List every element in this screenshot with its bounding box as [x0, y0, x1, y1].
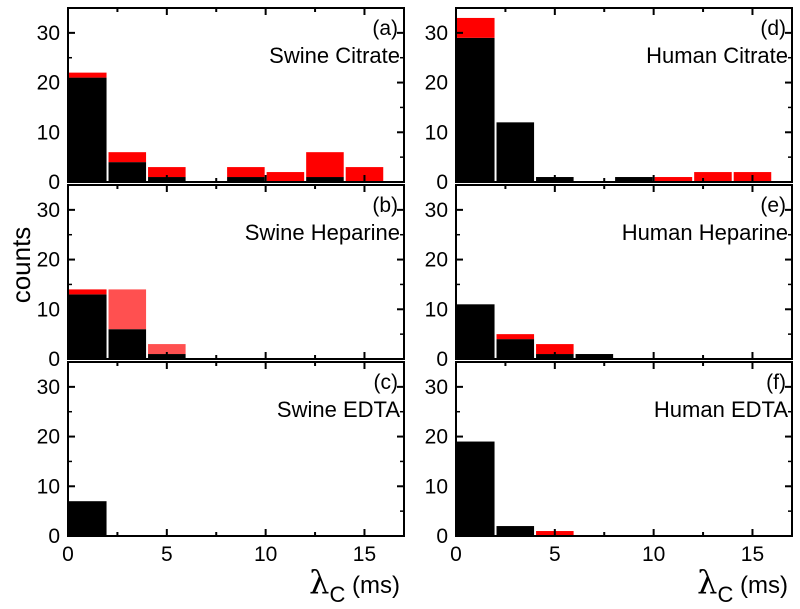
y-tick-label-1-10: 10: [425, 121, 448, 144]
bar-red-0-2: [148, 167, 186, 178]
y-tick-label-1-20: 20: [425, 72, 448, 95]
x-axis-label-0: λC (ms): [309, 563, 400, 607]
bar-red-3-1: [496, 334, 535, 340]
bar-black-3-1: [496, 339, 535, 359]
y-tick-label-0-20: 20: [37, 72, 60, 95]
bar-black-5-0: [456, 441, 495, 536]
x-tick-label-5-15: 15: [741, 543, 764, 566]
y-tick-label-2-10: 10: [37, 298, 60, 321]
bar-red-0-4: [266, 172, 305, 182]
bar-red-2-2: [148, 344, 186, 355]
bar-red-0-1: [108, 152, 147, 163]
panel-tag-4: (c): [374, 371, 399, 394]
panel-tag-1: (d): [760, 17, 786, 40]
panel-frame-1: [455, 7, 793, 183]
y-tick-label-5-30: 30: [425, 376, 448, 399]
panel-tag-0: (a): [372, 17, 398, 40]
bar-black-4-0: [68, 501, 107, 536]
bar-red-1-5: [694, 172, 732, 182]
y-tick-label-0-30: 30: [37, 22, 60, 45]
bar-black-2-0: [68, 294, 107, 359]
bar-black-1-0: [456, 37, 495, 183]
x-tick-label-5-5: 5: [549, 543, 561, 566]
bar-red-0-0: [68, 72, 107, 78]
panel-frame-4: [67, 361, 405, 537]
x-tick-label-5-10: 10: [642, 543, 665, 566]
x-tick-label-4-5: 5: [161, 543, 173, 566]
y-tick-label-2-0: 0: [48, 348, 60, 371]
x-tick-label-5-0: 0: [450, 543, 462, 566]
y-tick-label-4-20: 20: [37, 426, 60, 449]
bar-black-2-1: [108, 329, 147, 359]
bar-black-3-0: [456, 304, 495, 359]
bar-red-2-0: [68, 289, 107, 295]
y-tick-label-3-20: 20: [425, 249, 448, 272]
bar-black-0-0: [68, 77, 107, 182]
x-tick-label-4-0: 0: [62, 543, 74, 566]
panel-title-3: Human Heparine: [622, 220, 788, 245]
panel-frame-5: [455, 361, 793, 537]
y-axis-label: counts: [6, 227, 36, 304]
bar-red-0-3: [227, 167, 265, 178]
bar-black-0-5: [306, 177, 344, 182]
y-tick-label-4-30: 30: [37, 376, 60, 399]
y-tick-label-4-10: 10: [37, 475, 60, 498]
y-tick-label-0-0: 0: [48, 171, 60, 194]
panel-title-0: Swine Citrate: [269, 43, 400, 68]
panel-frame-0: [67, 7, 405, 183]
y-tick-label-2-20: 20: [37, 249, 60, 272]
bar-black-5-1: [496, 526, 535, 536]
y-tick-label-2-30: 30: [37, 199, 60, 222]
y-tick-label-3-10: 10: [425, 298, 448, 321]
y-tick-label-5-10: 10: [425, 475, 448, 498]
panel-frame-3: [455, 184, 793, 360]
panel-tag-2: (b): [372, 194, 398, 217]
y-tick-label-3-0: 0: [436, 348, 448, 371]
y-tick-label-3-30: 30: [425, 199, 448, 222]
panel-title-4: Swine EDTA: [277, 397, 400, 422]
y-tick-label-4-0: 0: [48, 525, 60, 548]
bar-black-0-1: [108, 162, 147, 182]
x-tick-label-4-15: 15: [353, 543, 376, 566]
bar-black-1-3: [615, 177, 653, 182]
bar-red-1-0: [456, 17, 495, 38]
bar-red-2-1: [108, 289, 147, 330]
bar-red-1-4: [654, 177, 693, 182]
panel-tag-3: (e): [760, 194, 786, 217]
x-tick-label-4-10: 10: [254, 543, 277, 566]
y-tick-label-5-0: 0: [436, 525, 448, 548]
bar-red-0-6: [345, 167, 384, 182]
panel-title-2: Swine Heparine: [245, 220, 400, 245]
y-tick-label-1-30: 30: [425, 22, 448, 45]
panel-title-1: Human Citrate: [646, 43, 788, 68]
bar-black-0-3: [227, 177, 265, 182]
bar-red-3-2: [536, 344, 574, 355]
panel-frame-2: [67, 184, 405, 360]
y-tick-label-0-10: 10: [37, 121, 60, 144]
bar-black-1-1: [496, 122, 535, 182]
x-axis-label-1: λC (ms): [697, 563, 788, 607]
bar-red-0-5: [306, 152, 344, 178]
y-tick-label-1-0: 0: [436, 171, 448, 194]
panel-tag-5: (f): [766, 371, 786, 394]
panel-title-5: Human EDTA: [654, 397, 788, 422]
bar-black-3-3: [575, 354, 614, 359]
y-tick-label-5-20: 20: [425, 426, 448, 449]
